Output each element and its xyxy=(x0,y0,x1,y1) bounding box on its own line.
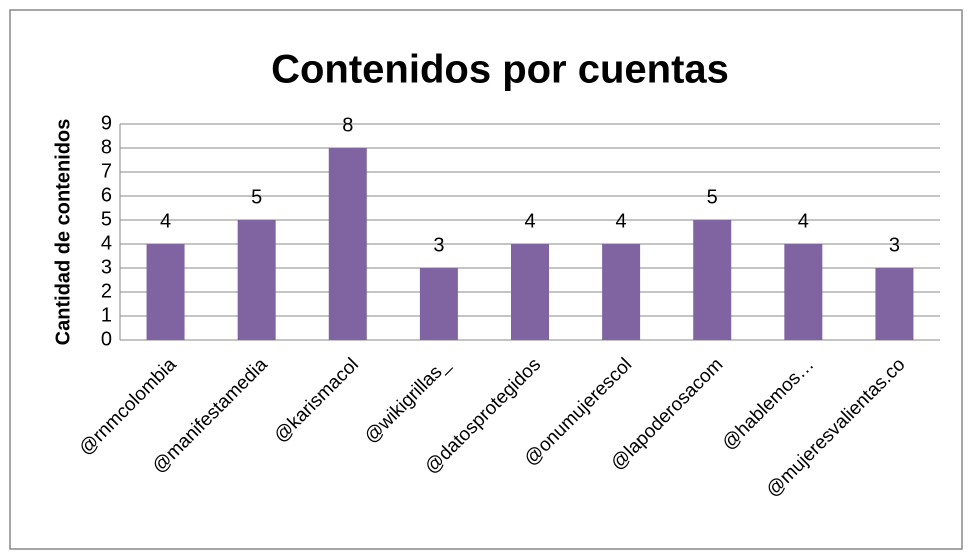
y-tick-label: 0 xyxy=(101,328,112,350)
data-label: 3 xyxy=(433,234,444,256)
bar xyxy=(146,244,185,340)
y-tick-label: 5 xyxy=(101,208,112,230)
bar xyxy=(693,220,732,340)
y-tick-label: 9 xyxy=(101,112,112,134)
data-label: 4 xyxy=(524,210,535,232)
data-label: 4 xyxy=(160,210,171,232)
data-label: 8 xyxy=(342,114,353,136)
y-axis-label: Cantidad de contenidos xyxy=(52,119,74,346)
data-label: 4 xyxy=(616,210,627,232)
y-tick-label: 8 xyxy=(101,136,112,158)
bar xyxy=(419,268,458,340)
data-label: 3 xyxy=(889,234,900,256)
bar xyxy=(328,148,367,340)
y-tick-label: 2 xyxy=(101,280,112,302)
y-tick-label: 7 xyxy=(101,160,112,182)
y-tick-label: 6 xyxy=(101,184,112,206)
y-tick-label: 1 xyxy=(101,304,112,326)
data-label: 4 xyxy=(798,210,809,232)
data-label: 5 xyxy=(251,186,262,208)
chart-title: Contenidos por cuentas xyxy=(271,48,729,92)
bar xyxy=(602,244,641,340)
bar xyxy=(511,244,549,340)
bar xyxy=(237,220,276,340)
y-tick-label: 3 xyxy=(101,256,112,278)
y-tick-label: 4 xyxy=(101,232,112,254)
bar xyxy=(784,244,823,340)
data-label: 5 xyxy=(707,186,718,208)
bar xyxy=(875,268,914,340)
